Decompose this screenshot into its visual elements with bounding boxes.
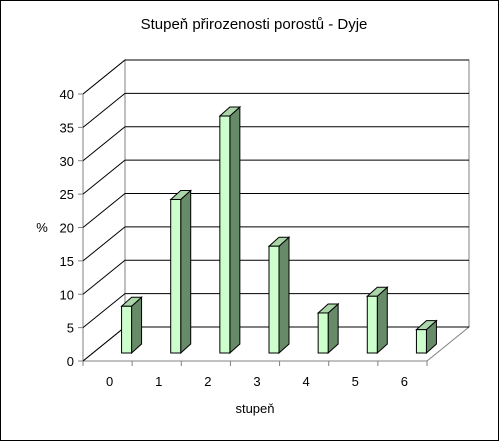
bars xyxy=(120,105,438,355)
x-tick-0: 0 xyxy=(106,374,113,389)
x-tick-3: 3 xyxy=(253,374,260,389)
y-tick-30: 30 xyxy=(60,154,74,169)
gridline-5 xyxy=(82,293,469,329)
bar-3 xyxy=(267,236,291,355)
y-tick-labels: 0 5 10 15 20 25 30 35 40 xyxy=(60,87,74,369)
bar-0 xyxy=(120,296,143,355)
bar-front-1 xyxy=(170,198,182,354)
bar-front-2 xyxy=(219,115,231,354)
gridline-20 xyxy=(82,193,469,228)
y-tick-35: 35 xyxy=(60,120,74,135)
bar-4 xyxy=(316,302,340,355)
gridline-35 xyxy=(82,92,469,128)
bar-side-5 xyxy=(376,286,388,355)
bar-front-3 xyxy=(268,245,280,354)
bar-front-0 xyxy=(121,305,133,354)
bar-front-6 xyxy=(415,329,427,354)
y-tick-5: 5 xyxy=(67,321,74,336)
x-tick-5: 5 xyxy=(352,374,359,389)
bar-2 xyxy=(218,105,242,355)
x-tick-labels: 0 1 2 3 4 5 6 xyxy=(106,374,408,389)
gridline-10 xyxy=(82,259,469,295)
bar-side-1 xyxy=(180,189,192,355)
bar-side-2 xyxy=(229,105,241,355)
gridline-25 xyxy=(82,159,469,195)
gridline-30 xyxy=(82,126,469,162)
y-tick-0: 0 xyxy=(67,354,74,369)
bar-5 xyxy=(365,286,389,355)
x-tick-2: 2 xyxy=(204,374,211,389)
bar-1 xyxy=(169,189,193,355)
y-tick-20: 20 xyxy=(60,221,74,236)
bar-side-3 xyxy=(278,236,290,355)
chart-title: Stupeň přirozenosti porostů - Dyje xyxy=(141,16,368,33)
x-tick-4: 4 xyxy=(303,374,310,389)
x-tick-6: 6 xyxy=(401,374,408,389)
bar-front-4 xyxy=(317,312,329,354)
y-axis-label: % xyxy=(36,220,48,235)
x-axis-label: stupeň xyxy=(235,401,274,416)
bar-6 xyxy=(415,319,438,355)
bar-side-0 xyxy=(131,296,143,355)
y-tick-25: 25 xyxy=(60,187,74,202)
y-tick-10: 10 xyxy=(60,287,74,302)
y-tick-40: 40 xyxy=(60,87,74,102)
gridline-15 xyxy=(82,226,469,262)
bar-front-5 xyxy=(366,295,378,354)
x-tick-1: 1 xyxy=(155,374,162,389)
y-tick-15: 15 xyxy=(60,254,74,269)
gridline-40 xyxy=(82,59,469,95)
